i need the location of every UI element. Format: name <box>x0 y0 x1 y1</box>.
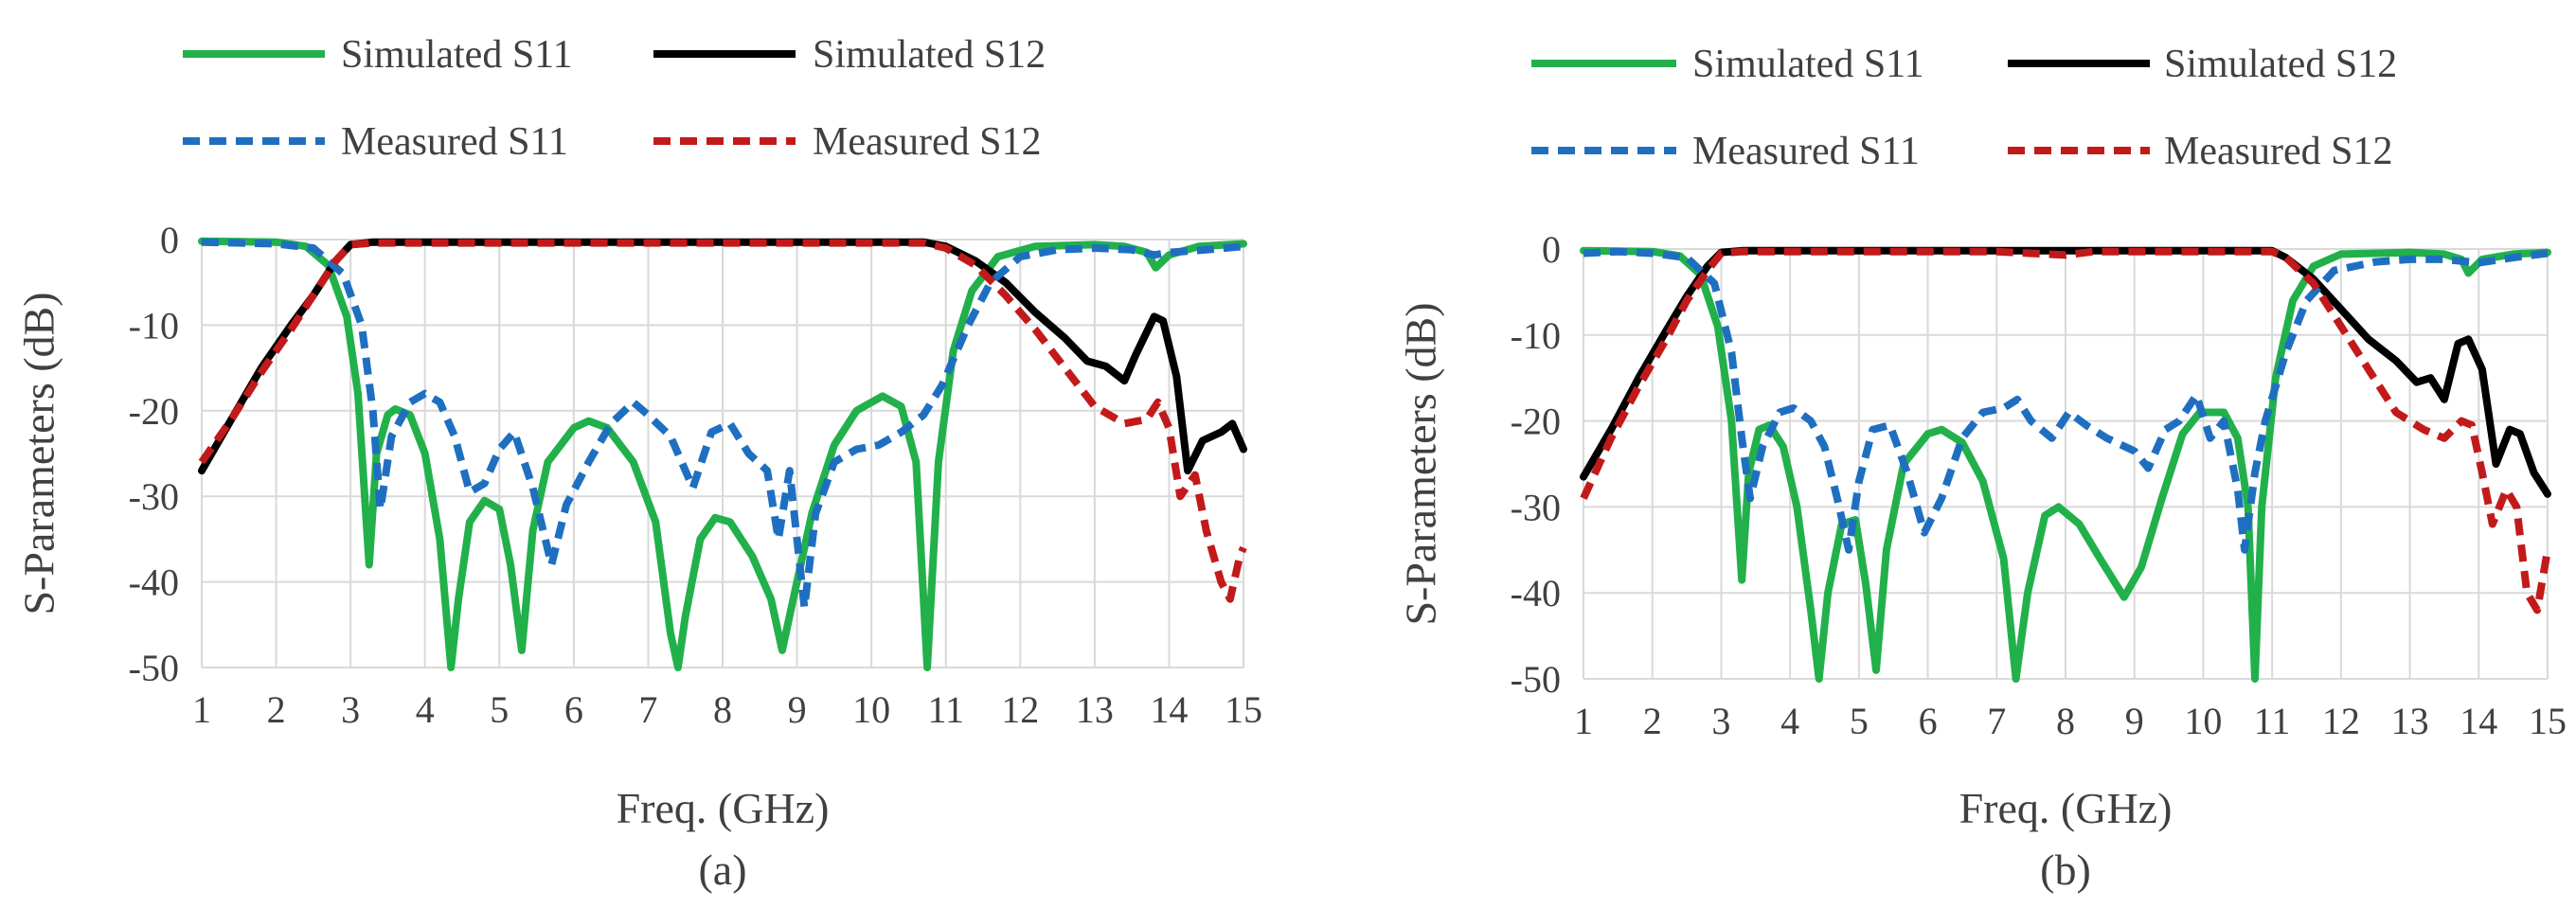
legend-label: Measured S11 <box>341 120 568 164</box>
x-tick-label: 4 <box>1780 700 1799 742</box>
series-line-measured-s12 <box>1580 247 2551 614</box>
legend: Simulated S11 Simulated S12 Measured S11 Me… <box>1531 43 2397 173</box>
x-tick-label: 14 <box>2460 700 2497 742</box>
x-tick-label: 2 <box>1643 700 1662 742</box>
x-tick-label: 5 <box>1850 700 1869 742</box>
y-tick-label: -40 <box>1511 572 1561 614</box>
x-tick-label: 3 <box>1711 700 1730 742</box>
legend-label: Simulated S12 <box>2164 43 2397 86</box>
series-line-measured-s11 <box>1583 247 2549 554</box>
x-tick-label: 8 <box>2056 700 2075 742</box>
y-tick-label: -30 <box>129 475 179 518</box>
legend-label: Simulated S12 <box>813 33 1046 77</box>
legend: Simulated S11 Simulated S12 Measured S11 Me… <box>183 33 1046 164</box>
series-line-measured-s12 <box>198 239 1247 603</box>
x-tick-label: 9 <box>788 688 807 731</box>
series-group <box>1580 246 2551 683</box>
x-tick-label: 1 <box>192 688 211 731</box>
y-tick-label: -50 <box>129 647 179 689</box>
legend-label: Simulated S11 <box>341 33 573 77</box>
x-tick-label: 11 <box>2254 700 2291 742</box>
x-tick-label: 7 <box>1987 700 2006 742</box>
x-tick-label: 7 <box>638 688 657 731</box>
legend-label: Measured S12 <box>813 120 1041 164</box>
y-tick-label: -30 <box>1511 486 1561 528</box>
x-tick-label: 4 <box>416 688 435 731</box>
x-tick-label: 1 <box>1574 700 1593 742</box>
grid-lines <box>1583 248 2549 680</box>
legend-label: Measured S12 <box>2164 130 2392 173</box>
x-tick-label: 13 <box>1076 688 1114 731</box>
series-line-simulated-s11 <box>1580 246 2551 683</box>
y-tick-label: -40 <box>129 561 179 604</box>
chart-panel-b: 1 2 3 4 5 6 7 8 9 10 11 12 13 14 150-10-20-30-40-50Fre… <box>1397 43 2567 894</box>
y-axis-label: S-Parameters (dB) <box>1397 302 1445 625</box>
x-tick-label: 13 <box>2391 700 2429 742</box>
y-tick-label: -10 <box>129 304 179 347</box>
x-axis-label: Freq. (GHz) <box>1959 784 2173 832</box>
y-tick-label: -20 <box>129 390 179 433</box>
x-tick-label: 3 <box>341 688 360 731</box>
legend-label: Simulated S11 <box>1692 43 1924 86</box>
x-tick-label: 6 <box>1919 700 1938 742</box>
x-tick-label: 10 <box>852 688 890 731</box>
x-tick-label: 11 <box>927 688 964 731</box>
x-tick-label: 12 <box>1001 688 1039 731</box>
x-tick-label: 2 <box>267 688 286 731</box>
x-tick-label: 5 <box>490 688 509 731</box>
y-tick-label: -50 <box>1511 658 1561 701</box>
panel-label: (b) <box>2040 846 2091 894</box>
x-tick-label: 15 <box>1225 688 1262 731</box>
panel-label: (a) <box>698 846 746 894</box>
grid-lines <box>201 239 1244 668</box>
y-tick-label: -20 <box>1511 401 1561 443</box>
x-tick-label: 10 <box>2184 700 2222 742</box>
legend-label: Measured S11 <box>1692 130 1920 173</box>
x-tick-label: 15 <box>2529 700 2567 742</box>
y-tick-label: -10 <box>1511 314 1561 357</box>
x-tick-label: 9 <box>2125 700 2144 742</box>
x-tick-label: 14 <box>1150 688 1188 731</box>
x-axis-label: Freq. (GHz) <box>617 784 830 832</box>
x-tick-label: 6 <box>564 688 583 731</box>
series-group <box>198 237 1247 671</box>
y-tick-label: 0 <box>160 219 179 261</box>
y-tick-label: 0 <box>1542 228 1561 271</box>
chart-panel-a: 1 2 3 4 5 6 7 8 9 10 11 12 13 14 150-10-20-30-40-50Fre… <box>15 33 1262 894</box>
x-tick-label: 12 <box>2322 700 2360 742</box>
series-line-simulated-s11 <box>198 237 1247 671</box>
x-tick-label: 8 <box>713 688 732 731</box>
y-axis-label: S-Parameters (dB) <box>15 292 63 614</box>
